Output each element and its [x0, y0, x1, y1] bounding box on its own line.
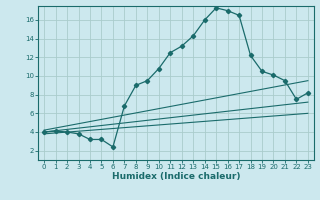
X-axis label: Humidex (Indice chaleur): Humidex (Indice chaleur): [112, 172, 240, 181]
